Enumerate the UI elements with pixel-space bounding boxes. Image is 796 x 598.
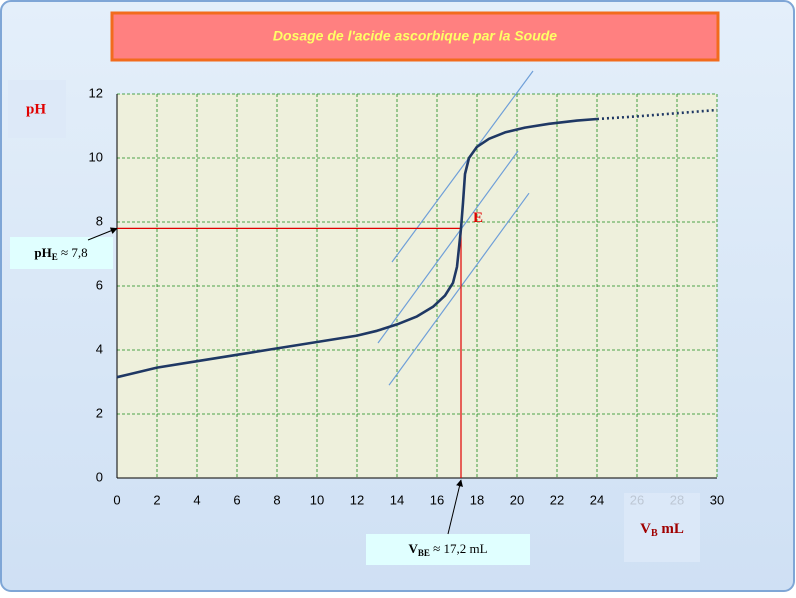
arrow — [447, 479, 463, 535]
x-tick-label: 20 — [510, 492, 524, 507]
y-tick-label: 8 — [96, 213, 103, 228]
x-tick-label: 14 — [390, 492, 404, 507]
ph-annotation: pHE ≈ 7,8 — [34, 245, 87, 262]
ann-sub: E — [52, 252, 58, 262]
x-label-main: V — [640, 521, 651, 537]
title-box — [110, 11, 720, 62]
arrow — [87, 227, 118, 241]
y-tick-label: 12 — [89, 85, 103, 100]
chart-title: Dosage de l'acide ascorbique par la Soud… — [273, 28, 557, 44]
tangent — [388, 192, 530, 386]
y-tick-label: 6 — [96, 277, 103, 292]
x-tick-label: 24 — [590, 492, 604, 507]
y-tick-label: 2 — [96, 405, 103, 420]
tangent — [391, 70, 534, 263]
x-tick-label: 0 — [113, 492, 120, 507]
equivalence-label: E — [473, 210, 483, 226]
v-annotation-box — [366, 534, 530, 565]
y-tick-label: 0 — [96, 469, 103, 484]
x-tick-label: 8 — [273, 492, 280, 507]
x-tick-label: 18 — [470, 492, 484, 507]
ann-sub: BE — [418, 548, 430, 558]
x-tick-label: 22 — [550, 492, 564, 507]
x-tick-label: 10 — [310, 492, 324, 507]
ann-rest: ≈ 7,8 — [58, 245, 88, 260]
curve — [116, 117, 598, 379]
x-tick-label: 4 — [193, 492, 200, 507]
y-tick-label: 4 — [96, 341, 103, 356]
tangent — [377, 150, 519, 344]
y-label-box — [8, 80, 66, 138]
ann-rest: ≈ 17,2 mL — [430, 541, 488, 556]
ann-main: V — [408, 541, 418, 556]
x-tick-label: 16 — [430, 492, 444, 507]
x-label: VB mL — [640, 521, 684, 539]
x-label-sub: B — [651, 528, 658, 539]
x-tick-label: 2 — [153, 492, 160, 507]
x-label-rest: mL — [658, 521, 684, 537]
ann-main: pH — [34, 245, 51, 260]
x-tick-label: 12 — [350, 492, 364, 507]
v-annotation: VBE ≈ 17,2 mL — [408, 541, 487, 558]
x-tick-label: 30 — [710, 492, 724, 507]
y-tick-label: 10 — [89, 149, 103, 164]
curve — [596, 108, 718, 121]
y-label: pH — [26, 101, 46, 117]
ph-annotation-box — [10, 237, 113, 269]
x-label-box — [624, 493, 700, 562]
x-tick-label: 6 — [233, 492, 240, 507]
